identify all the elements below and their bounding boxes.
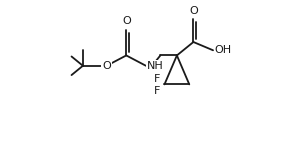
Text: F: F [153,86,160,96]
Text: F: F [153,74,160,84]
Text: OH: OH [215,45,232,55]
Text: O: O [102,61,111,71]
Text: O: O [189,6,198,16]
Text: NH: NH [147,61,164,71]
Text: O: O [122,16,131,26]
